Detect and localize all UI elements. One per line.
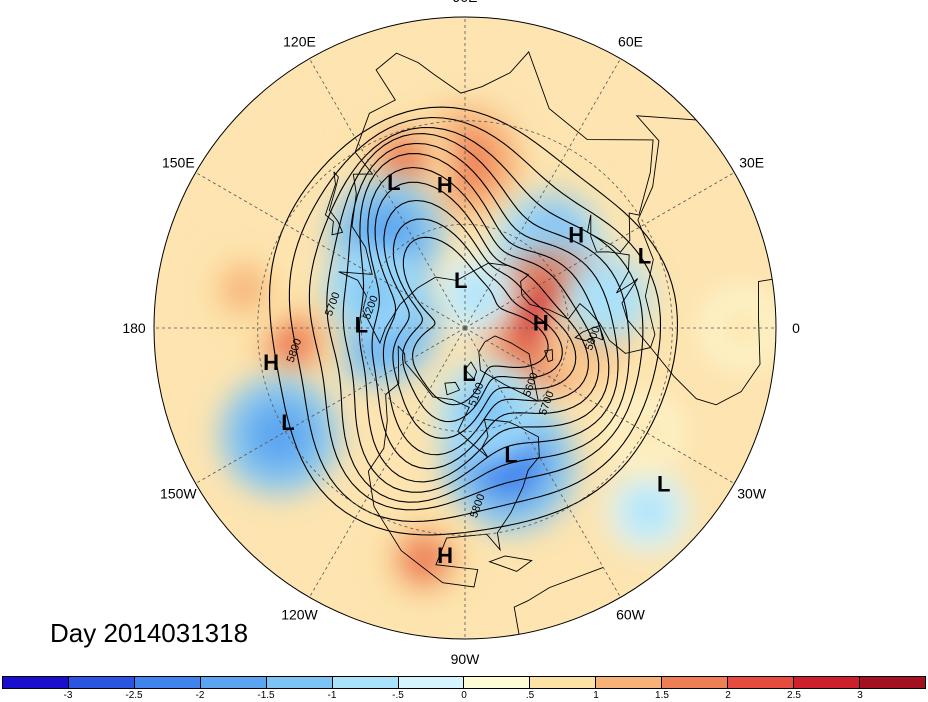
colorbar-tick-label: 1.5	[655, 690, 669, 701]
longitude-label: 120E	[283, 33, 316, 49]
longitude-label: 0	[792, 320, 800, 336]
longitude-label: 120W	[281, 607, 318, 623]
longitude-label: 30E	[739, 155, 764, 171]
high-pressure-marker: H	[263, 350, 279, 375]
colorbar-tick-label: -2.5	[125, 690, 143, 701]
coastline	[635, 115, 697, 348]
anomaly-blob	[436, 254, 518, 337]
anomaly-blob	[199, 244, 288, 333]
longitude-label: 180	[122, 320, 146, 336]
high-pressure-marker: H	[437, 172, 453, 197]
meridian-line	[464, 172, 735, 329]
colorbar-swatch	[3, 677, 69, 688]
colorbar-swatch	[859, 677, 925, 688]
low-pressure-marker: L	[462, 361, 475, 386]
coastline	[488, 555, 533, 572]
low-pressure-marker: L	[638, 244, 651, 269]
meridian-line	[464, 327, 735, 484]
colorbar-swatch	[200, 677, 267, 688]
longitude-label: 60W	[616, 607, 646, 623]
meridian-line	[464, 327, 621, 598]
colorbar-tick-label: -.5	[392, 690, 404, 701]
colorbar-swatch	[728, 677, 795, 688]
low-pressure-marker: L	[355, 312, 368, 337]
colorbar-swatch	[794, 677, 860, 688]
meridian-line	[464, 58, 621, 329]
meridian-line	[195, 327, 466, 484]
colorbar-tick-label: -1.5	[257, 690, 275, 701]
longitude-label: 150W	[160, 486, 197, 502]
colorbar-swatch	[134, 677, 201, 688]
colorbar-swatch	[530, 677, 597, 688]
anomaly-shading	[199, 105, 776, 614]
colorbar-tick-label: 3	[857, 690, 863, 701]
low-pressure-marker: L	[281, 410, 294, 435]
coastline	[650, 278, 773, 406]
colorbar	[2, 676, 926, 689]
coastline	[444, 381, 460, 396]
map-border	[153, 16, 777, 640]
colorbar-tick-label: 2.5	[787, 690, 801, 701]
colorbar-ticks: -3 -2.5 -2 -1.5 -1 -.5 0 .5 1 1.5 2 2.5 3	[0, 690, 928, 702]
colorbar-tick-label: .5	[525, 690, 535, 701]
coastline	[513, 566, 604, 635]
anomaly-blob	[607, 470, 690, 553]
colorbar-tick-label: -3	[63, 690, 73, 701]
height-contour	[374, 181, 589, 456]
meridian-line	[309, 58, 466, 329]
meridian-line	[309, 327, 466, 598]
height-contour	[326, 133, 630, 503]
low-pressure-marker: L	[454, 268, 467, 293]
map-title: Day 2014031318	[50, 618, 249, 648]
colorbar-swatch	[596, 677, 663, 688]
longitude-label: 60E	[618, 33, 643, 49]
longitude-label: 90W	[451, 651, 481, 667]
longitude-label: 150E	[162, 155, 195, 171]
longitude-labels: 90E 60E 30E 0 30W 60W 90W 120W 150W 180 150E 120E	[122, 0, 800, 667]
colorbar-tick-label: -2	[195, 690, 205, 701]
anomaly-blob	[219, 375, 340, 496]
coastline	[464, 361, 478, 380]
colorbar-swatch	[266, 677, 333, 688]
anomaly-blob	[436, 361, 538, 462]
high-pressure-marker: H	[568, 223, 584, 248]
high-pressure-marker: H	[533, 311, 549, 336]
colorbar-tick-label: 2	[725, 690, 731, 701]
meridian-line	[195, 172, 466, 329]
colorbar-swatch	[662, 677, 729, 688]
colorbar-swatch	[68, 677, 135, 688]
high-pressure-marker: H	[437, 543, 453, 568]
colorbar-tick-label: 0	[461, 690, 467, 701]
pressure-systems: L H H L H L L H L L L H L	[263, 170, 670, 568]
colorbar-swatch	[464, 677, 531, 688]
height-contour	[402, 236, 549, 406]
low-pressure-marker: L	[387, 170, 400, 195]
coastline	[367, 345, 540, 588]
coastline	[478, 335, 539, 402]
anomaly-blob	[370, 505, 478, 614]
colorbar-swatch	[398, 677, 465, 688]
latitude-circle	[257, 120, 673, 536]
colorbar-tick-label: -1	[327, 690, 337, 701]
longitude-label: 30W	[737, 486, 767, 502]
low-pressure-marker: L	[657, 471, 670, 496]
longitude-label: 90E	[453, 0, 478, 5]
colorbar-tick-label: 1	[593, 690, 599, 701]
lat-lon-grid	[154, 17, 776, 639]
colorbar-swatch	[332, 677, 399, 688]
low-pressure-marker: L	[504, 443, 517, 468]
